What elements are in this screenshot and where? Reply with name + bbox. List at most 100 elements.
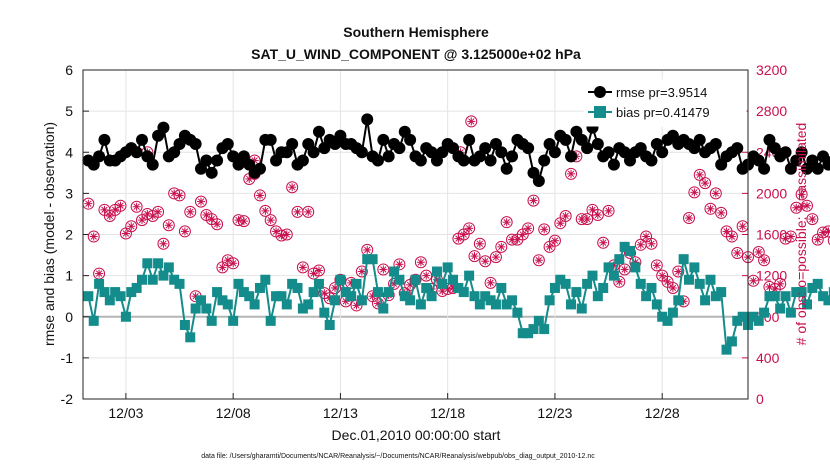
bias-point xyxy=(592,291,603,302)
asterisk-stroke xyxy=(138,216,146,224)
footnote: data file: /Users/gharamti/Documents/NCA… xyxy=(201,453,595,460)
rmse-point xyxy=(565,150,578,163)
asterisk-stroke xyxy=(787,233,795,240)
asterisk-stroke xyxy=(283,231,290,238)
bias-point xyxy=(490,299,501,310)
rmse-point xyxy=(532,175,545,188)
asterisk-stroke xyxy=(154,208,162,216)
bias-point xyxy=(378,303,389,314)
assimilated-point xyxy=(561,211,570,220)
asterisk-stroke xyxy=(128,223,135,230)
bias-point xyxy=(571,287,582,298)
assimilated-point xyxy=(395,260,404,269)
rmse-point xyxy=(414,154,427,167)
rmse-point xyxy=(205,166,218,179)
y-right-tick-label: 1200 xyxy=(756,268,787,284)
rmse-point xyxy=(189,138,202,151)
rmse-point xyxy=(312,125,325,138)
bias-point xyxy=(646,282,657,293)
bias-point xyxy=(533,315,544,326)
bias-point xyxy=(560,278,571,289)
rmse-point xyxy=(146,158,159,171)
assimilated-point xyxy=(550,236,559,245)
rmse-point xyxy=(355,146,368,159)
rmse-point xyxy=(811,162,824,175)
bias-point xyxy=(603,262,614,273)
bias-point xyxy=(158,270,169,281)
asterisk-stroke xyxy=(760,257,768,264)
possible-point xyxy=(194,195,207,208)
y-right-tick-label: 2800 xyxy=(756,103,787,119)
asterisk-stroke xyxy=(272,228,280,235)
bias-point xyxy=(791,287,802,298)
possible-point xyxy=(704,202,717,215)
possible-point xyxy=(613,275,626,288)
possible-point xyxy=(688,186,701,199)
assimilated-point xyxy=(459,230,468,239)
bias-point xyxy=(410,274,421,285)
possible-point xyxy=(527,194,540,207)
bias-point xyxy=(292,282,303,293)
bias-point xyxy=(233,278,244,289)
assimilated-point xyxy=(797,190,806,199)
rmse-point xyxy=(758,162,771,175)
x-axis-label: Dec.01,2010 00:00:00 start xyxy=(332,427,501,443)
bias-point xyxy=(678,254,689,265)
asterisk-stroke xyxy=(728,233,736,240)
bias-point xyxy=(88,315,99,326)
possible-point xyxy=(565,167,578,180)
rmse-point xyxy=(548,146,561,159)
assimilated-point xyxy=(255,191,264,200)
asterisk-stroke xyxy=(809,215,816,223)
assimilated-point xyxy=(89,232,98,241)
rmse-point xyxy=(484,154,497,167)
bias-point xyxy=(694,278,705,289)
bias-point xyxy=(442,262,453,273)
assimilated-point xyxy=(148,211,157,220)
asterisk-stroke xyxy=(798,191,805,198)
bias-point xyxy=(110,287,121,298)
rmse-point xyxy=(479,142,492,155)
asterisk-stroke xyxy=(262,207,269,215)
assimilated-point xyxy=(475,239,484,248)
asterisk-stroke xyxy=(498,243,505,251)
assimilated-point xyxy=(229,259,238,268)
rmse-point xyxy=(731,142,744,155)
asterisk-stroke xyxy=(288,184,296,191)
assimilated-point xyxy=(727,232,736,241)
bias-point xyxy=(700,295,711,306)
rmse-point xyxy=(221,138,234,151)
asterisk-stroke xyxy=(648,240,655,247)
bias-point xyxy=(785,307,796,318)
bias-point xyxy=(657,311,668,322)
bias-point xyxy=(222,299,233,310)
assimilated-point xyxy=(239,217,248,226)
asterisk-stroke xyxy=(294,208,301,216)
rmse-point xyxy=(827,155,830,166)
asterisk-stroke xyxy=(766,283,773,291)
bias-point xyxy=(474,299,485,310)
possible-point xyxy=(645,237,658,250)
bias-point xyxy=(324,319,335,330)
assimilated-point xyxy=(690,188,699,197)
bias-point xyxy=(287,278,298,289)
assimilated-point xyxy=(223,256,232,265)
rmse-point xyxy=(98,133,111,146)
bias-point xyxy=(753,315,764,326)
asterisk-stroke xyxy=(718,209,725,217)
bias-point xyxy=(238,287,249,298)
possible-point xyxy=(334,273,347,286)
assimilated-point xyxy=(808,215,817,224)
possible-point xyxy=(162,219,175,232)
assimilated-point xyxy=(583,215,592,224)
rmse-point xyxy=(500,162,513,175)
bias-point xyxy=(99,287,110,298)
bias-point xyxy=(684,274,695,285)
bias-point xyxy=(163,262,174,273)
asterisk-stroke xyxy=(111,206,119,214)
asterisk-stroke xyxy=(600,239,607,246)
asterisk-stroke xyxy=(133,203,140,210)
bias-point xyxy=(362,254,373,265)
possible-point xyxy=(302,205,315,218)
asterisk-stroke xyxy=(696,171,703,179)
